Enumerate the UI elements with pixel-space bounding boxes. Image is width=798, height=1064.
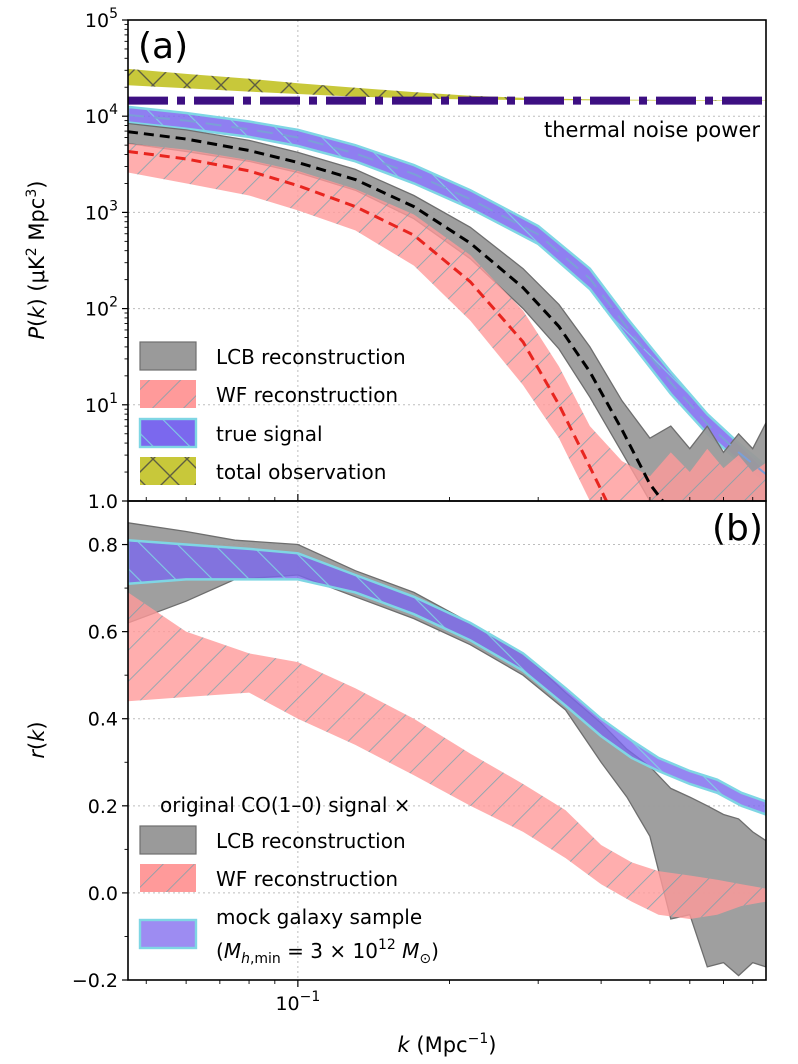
panel-a-ylabel: P(k) (μK2 Mpc3) [24, 181, 49, 340]
ytick-label-a-5: 105 [85, 6, 118, 32]
panel-a-lines [128, 114, 766, 501]
panel-a-legend: LCB reconstruction WF reconstruction tru… [138, 341, 406, 485]
band-a-wf-reconstruction-hatch [128, 143, 766, 501]
ytick-label-b-0: −0.2 [72, 970, 118, 992]
band-a-total-observation-hatch [128, 68, 766, 101]
panel-b: −0.2 0.0 0.2 0.4 0.6 0.8 10−1 (b) r(k) k (Mpc−… [25, 500, 767, 1057]
ytick-label-b-4: 0.6 [88, 622, 118, 644]
ytick-label-a-1: 101 [85, 391, 118, 417]
legend-b-label-lcb: LCB reconstruction [216, 829, 406, 853]
legend-b-label-galaxy: mock galaxy sample [216, 905, 422, 929]
line-a-wf-mean [128, 150, 608, 501]
thermal-noise-annotation: thermal noise power [544, 118, 760, 142]
legend-b-swatch-lcb [139, 825, 197, 855]
ytick-label-b-3: 0.4 [88, 709, 118, 731]
legend-label-wf: WF reconstruction [216, 383, 398, 407]
panel-b-ticks: −0.2 0.0 0.2 0.4 0.6 0.8 10−1 [72, 500, 754, 1015]
band-b-mock-galaxy-sample-hatch [128, 540, 766, 815]
legend-label-total: total observation [216, 460, 386, 484]
panel-b-bands [128, 522, 766, 977]
panel-a-ticks: 1.0 101 102 103 104 105 [85, 6, 754, 513]
ytick-label-b-1: 0.0 [88, 883, 118, 905]
legend-label-true: true signal [216, 422, 323, 446]
panel-b-xlabel: k (Mpc−1) [398, 1031, 497, 1057]
ytick-label-b-5: 0.8 [88, 535, 118, 557]
panel-b-legend: original CO(1–0) signal × LCB reconstruc… [138, 793, 439, 967]
legend-swatch-wf-hatch [140, 380, 196, 408]
ytick-label-a-0: 1.0 [88, 491, 118, 513]
ytick-label-b-2: 0.2 [88, 796, 118, 818]
legend-swatch-total-hatch [140, 457, 196, 485]
panel-b-frame [127, 500, 767, 981]
ytick-label-a-2: 102 [85, 295, 118, 321]
panel-b-ylabel: r(k) [25, 721, 49, 758]
legend-label-lcb: LCB reconstruction [216, 345, 406, 369]
legend-b-swatch-wf-hatch [140, 864, 196, 892]
panel-a: 1.0 101 102 103 104 105 (a) thermal noise pow… [24, 6, 767, 513]
xtick-label-b: 10−1 [275, 989, 320, 1015]
ytick-label-a-4: 104 [85, 102, 118, 128]
legend-swatch-true-hatch [140, 419, 196, 447]
band-b-wf-reconstruction-hatch [128, 592, 766, 919]
legend-b-swatch-galaxy [138, 918, 198, 950]
panel-a-label: (a) [138, 26, 188, 67]
panel-a-bands [128, 68, 766, 501]
legend-b-label-wf: WF reconstruction [216, 867, 398, 891]
line-a-true-mean [128, 114, 766, 475]
legend-title-b: original CO(1–0) signal × [160, 793, 411, 817]
legend-swatch-lcb [139, 341, 197, 371]
ytick-label-a-3: 103 [85, 198, 118, 224]
band-a-true-signal-hatch [128, 106, 766, 482]
legend-b-label-mass: (Mh,min = 3 × 1012 M⊙) [216, 937, 439, 967]
panel-b-label: (b) [712, 508, 763, 549]
